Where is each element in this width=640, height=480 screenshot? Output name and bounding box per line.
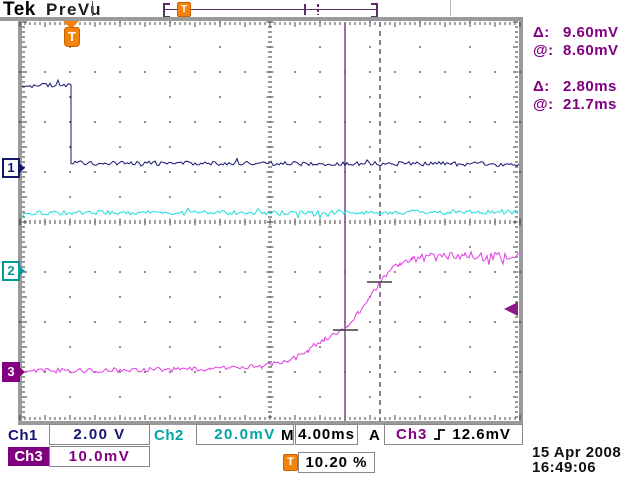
- graticule-border-top: [0, 17, 523, 21]
- ch3-scale-readout: 10.0mV: [49, 446, 150, 467]
- channel-1-ground-marker[interactable]: 1: [2, 158, 25, 178]
- cursor-delta-time: Δ: 2.80ms: [533, 78, 617, 95]
- delta-icon: Δ:: [533, 78, 550, 95]
- header-separator: [92, 1, 93, 16]
- timebase-readout: 4.00ms: [295, 424, 358, 445]
- graticule-border-bottom: [18, 421, 523, 425]
- trigger-readout: Ch3 12.6mV: [384, 424, 523, 445]
- ch3-label-badge: Ch3: [8, 447, 49, 466]
- record-view-cursor1-tick: [304, 4, 306, 15]
- rising-edge-icon: [434, 429, 446, 440]
- date-readout: 15 Apr 2008: [532, 444, 622, 461]
- record-view-bar: T: [163, 2, 378, 18]
- ch2-label: Ch2: [154, 427, 184, 444]
- trigger-mode-label: A: [369, 427, 381, 444]
- graticule-ticks: [19, 21, 521, 420]
- ch2-scale-readout: 20.0mV: [196, 424, 294, 445]
- ch1-scale-readout: 2.00 V: [49, 424, 150, 445]
- trigger-level: 12.6mV: [452, 426, 511, 443]
- record-view-cursor2-tick: [317, 4, 319, 15]
- trigger-position-readout: 10.20 %: [298, 452, 375, 473]
- ch1-trace: [21, 78, 520, 167]
- at-icon: @:: [533, 96, 554, 113]
- trigger-point-icon[interactable]: T: [64, 27, 80, 47]
- record-view-line: [165, 9, 376, 10]
- timebase-label: M: [281, 427, 294, 444]
- time-readout: 16:49:06: [532, 459, 597, 476]
- trigger-point-arrow-icon: [63, 21, 79, 29]
- delta-icon: Δ:: [533, 24, 550, 41]
- cursor-at-time: @: 21.7ms: [533, 96, 617, 113]
- cursor-at-voltage: @: 8.60mV: [533, 42, 619, 59]
- ch2-trace: [21, 207, 519, 220]
- trigger-level-arrow-icon[interactable]: [504, 302, 518, 316]
- trigger-position-icon: T: [283, 454, 298, 471]
- cursor-delta-voltage: Δ: 9.60mV: [533, 24, 619, 41]
- trigger-source: Ch3: [396, 426, 428, 443]
- graticule-dots: [19, 21, 521, 398]
- channel-3-ground-marker[interactable]: 3: [2, 362, 25, 382]
- tek-logo: Tek: [3, 0, 36, 20]
- graticule-border-right: [519, 17, 523, 425]
- channel-2-ground-marker[interactable]: 2: [2, 261, 25, 281]
- at-icon: @:: [533, 42, 554, 59]
- acquisition-mode-label: PreVu: [46, 0, 103, 19]
- header-separator-right: [450, 0, 451, 16]
- trigger-position-icon[interactable]: T: [177, 2, 191, 17]
- ch3-trace: [21, 250, 520, 374]
- ch1-label: Ch1: [8, 427, 38, 444]
- cursor-cross-ticks: [333, 281, 392, 331]
